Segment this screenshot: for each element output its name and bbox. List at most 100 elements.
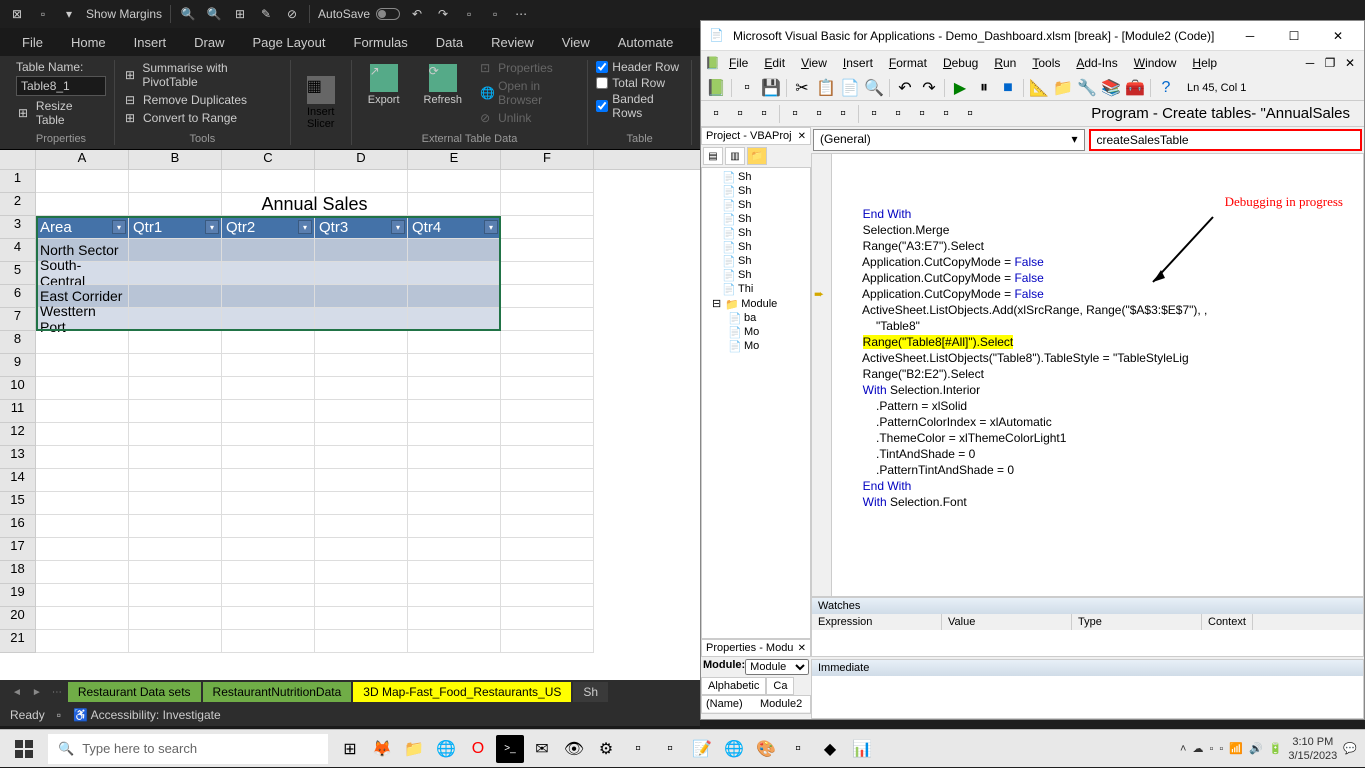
clock[interactable]: 3:10 PM 3/15/2023 xyxy=(1288,735,1337,763)
convert-range-button[interactable]: ⊞Convert to Range xyxy=(123,110,282,126)
spreadsheet[interactable]: ABCDEF 123456789101112131415161718192021… xyxy=(0,150,700,680)
filter-button[interactable]: ▾ xyxy=(391,220,405,234)
watches-col-header[interactable]: Context xyxy=(1202,614,1253,630)
help-icon[interactable]: ? xyxy=(1155,77,1177,99)
folder-icon[interactable]: 📁 xyxy=(747,147,767,165)
table-name-input[interactable] xyxy=(16,76,106,96)
watches-col-header[interactable]: Expression xyxy=(812,614,942,630)
menu-tools[interactable]: Tools xyxy=(1024,54,1068,72)
table-cell[interactable] xyxy=(408,308,501,331)
row-header[interactable]: 1 xyxy=(0,170,36,193)
tb-icon[interactable]: ▫ xyxy=(887,103,909,125)
tab-data[interactable]: Data xyxy=(422,31,477,54)
chrome-icon[interactable]: 🌐 xyxy=(720,735,748,763)
tree-modules-folder[interactable]: ⊟ 📁Module xyxy=(704,296,808,311)
table-cell[interactable] xyxy=(408,285,501,308)
export-button[interactable]: ↗Export xyxy=(360,60,408,131)
undo-icon[interactable]: ↶ xyxy=(894,77,916,99)
firefox-icon[interactable]: 🦊 xyxy=(368,735,396,763)
show-margins-label[interactable]: Show Margins xyxy=(86,7,162,21)
cut-icon[interactable]: ✂ xyxy=(791,77,813,99)
opera-icon[interactable]: O xyxy=(464,735,492,763)
app-icon[interactable]: ▫ xyxy=(784,735,812,763)
qat-dropdown-icon[interactable]: ▾ xyxy=(60,5,78,23)
qat-save-icon[interactable]: ▫ xyxy=(34,5,52,23)
row-header[interactable]: 4 xyxy=(0,239,36,262)
immediate-panel[interactable]: Immediate xyxy=(811,659,1364,719)
toolbox-icon[interactable]: 🧰 xyxy=(1124,77,1146,99)
table-cell[interactable] xyxy=(408,239,501,262)
tree-sheet-item[interactable]: 📄Thi xyxy=(704,282,808,296)
onedrive-icon[interactable]: ☁ xyxy=(1192,742,1203,755)
settings-icon[interactable]: ⚙ xyxy=(592,735,620,763)
row-header[interactable]: 19 xyxy=(0,584,36,607)
view-object-icon[interactable]: ▥ xyxy=(725,147,745,165)
tree-sheet-item[interactable]: 📄Sh xyxy=(704,254,808,268)
table-header-cell[interactable]: Area▾ xyxy=(36,216,129,239)
qat-icon[interactable]: ⊞ xyxy=(231,5,249,23)
view-excel-icon[interactable]: 📗 xyxy=(705,77,727,99)
banded-rows-checkbox[interactable]: Banded Rows xyxy=(596,92,683,120)
copy-icon[interactable]: 📋 xyxy=(815,77,837,99)
close-button[interactable]: ✕ xyxy=(1320,22,1356,50)
col-header[interactable]: C xyxy=(222,150,315,169)
undo-icon[interactable]: ↶ xyxy=(408,5,426,23)
tab-insert[interactable]: Insert xyxy=(120,31,181,54)
redo-icon[interactable]: ↷ xyxy=(918,77,940,99)
tray-up-icon[interactable]: ˄ xyxy=(1180,743,1186,755)
tree-sheet-item[interactable]: 📄Sh xyxy=(704,170,808,184)
qat-icon[interactable]: ▫ xyxy=(486,5,504,23)
menu-help[interactable]: Help xyxy=(1184,54,1225,72)
col-header[interactable]: E xyxy=(408,150,501,169)
tb-icon[interactable]: ▫ xyxy=(784,103,806,125)
minimize-button[interactable]: ─ xyxy=(1232,22,1268,50)
design-icon[interactable]: 📐 xyxy=(1028,77,1050,99)
select-all-corner[interactable] xyxy=(0,150,36,169)
table-cell[interactable] xyxy=(315,308,408,331)
qat-icon[interactable]: ✎ xyxy=(257,5,275,23)
table-cell[interactable] xyxy=(315,285,408,308)
table-header-cell[interactable]: Qtr2▾ xyxy=(222,216,315,239)
sheet-nav-prev[interactable]: ◄ xyxy=(8,687,26,698)
qat-icon[interactable]: ⋯ xyxy=(512,5,530,23)
tb-icon[interactable]: ▫ xyxy=(863,103,885,125)
tree-sheet-item[interactable]: 📄Sh xyxy=(704,268,808,282)
row-header[interactable]: 16 xyxy=(0,515,36,538)
edge-icon[interactable]: 🌐 xyxy=(432,735,460,763)
title-cell[interactable]: Annual Sales xyxy=(222,193,408,216)
tree-module-item[interactable]: 📄Mo xyxy=(704,325,808,339)
project-icon[interactable]: 📁 xyxy=(1052,77,1074,99)
tb-icon[interactable]: ▫ xyxy=(705,103,727,125)
watches-panel[interactable]: Watches ExpressionValueTypeContext xyxy=(811,597,1364,657)
notifications-icon[interactable]: 💬 xyxy=(1343,742,1357,755)
taskbar-search[interactable]: 🔍 Type here to search xyxy=(48,734,328,764)
tb-icon[interactable]: ▫ xyxy=(753,103,775,125)
table-header-cell[interactable]: Qtr1▾ xyxy=(129,216,222,239)
sheet-nav-more[interactable]: ⋯ xyxy=(48,687,66,698)
menu-run[interactable]: Run xyxy=(986,54,1024,72)
props-tab-cat[interactable]: Ca xyxy=(766,677,794,695)
table-cell[interactable] xyxy=(129,262,222,285)
gimp-icon[interactable]: 🎨 xyxy=(752,735,780,763)
toggle-switch[interactable] xyxy=(376,8,400,20)
zoom-in-icon[interactable]: 🔍 xyxy=(205,5,223,23)
filter-button[interactable]: ▾ xyxy=(112,220,126,234)
accessibility-status[interactable]: ♿ Accessibility: Investigate xyxy=(73,708,221,722)
table-cell[interactable] xyxy=(315,262,408,285)
tree-sheet-item[interactable]: 📄Sh xyxy=(704,240,808,254)
filter-button[interactable]: ▾ xyxy=(298,220,312,234)
app-icon[interactable]: 📝 xyxy=(688,735,716,763)
tab-page-layout[interactable]: Page Layout xyxy=(239,31,340,54)
sheet-tab-4[interactable]: Sh xyxy=(573,682,608,702)
tab-view[interactable]: View xyxy=(548,31,604,54)
table-header-cell[interactable]: Qtr3▾ xyxy=(315,216,408,239)
row-header[interactable]: 10 xyxy=(0,377,36,400)
col-header[interactable]: F xyxy=(501,150,594,169)
row-header[interactable]: 20 xyxy=(0,607,36,630)
battery-icon[interactable]: 🔋 xyxy=(1269,742,1283,755)
row-header[interactable]: 8 xyxy=(0,331,36,354)
tree-sheet-item[interactable]: 📄Sh xyxy=(704,212,808,226)
sheet-tab-3[interactable]: 3D Map-Fast_Food_Restaurants_US xyxy=(353,682,571,702)
tb-icon[interactable]: ▫ xyxy=(911,103,933,125)
vba-titlebar[interactable]: 📄 Microsoft Visual Basic for Application… xyxy=(701,21,1364,51)
